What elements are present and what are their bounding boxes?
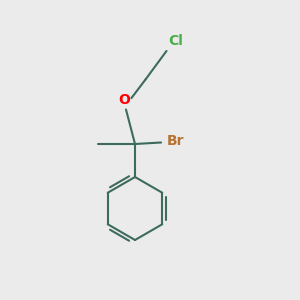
Text: O: O bbox=[118, 93, 130, 107]
Text: Cl: Cl bbox=[168, 34, 183, 48]
Text: Br: Br bbox=[167, 134, 184, 148]
